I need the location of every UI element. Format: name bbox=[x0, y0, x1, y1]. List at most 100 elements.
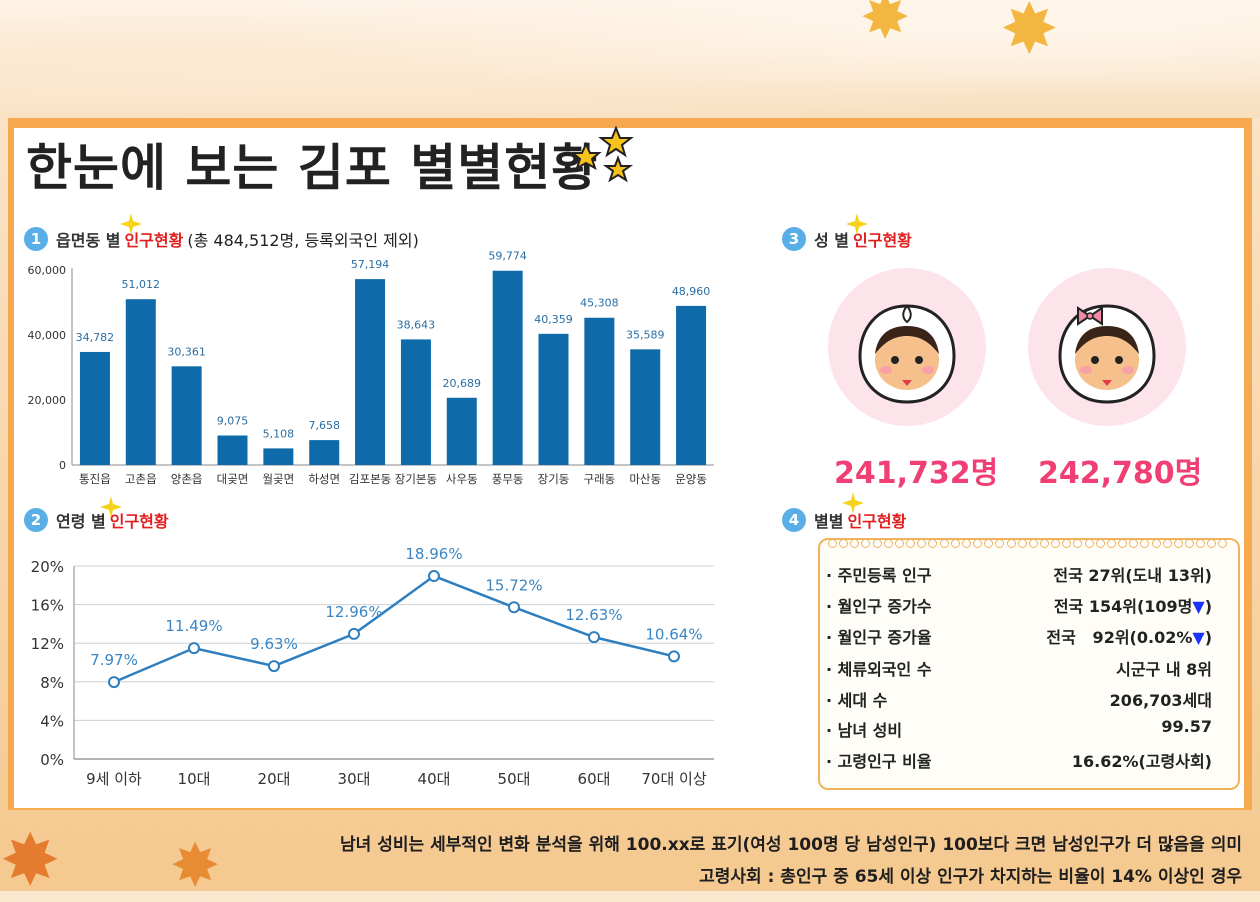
section-label: 별별 bbox=[814, 512, 844, 531]
x-tick-label: 풍무동 bbox=[492, 472, 524, 486]
y-tick-label: 8% bbox=[40, 674, 64, 692]
bar bbox=[630, 349, 661, 465]
bar-value-label: 40,359 bbox=[534, 313, 573, 326]
stat-value: 206,703세대 bbox=[1109, 691, 1212, 710]
y-tick-label: 60,000 bbox=[28, 264, 67, 277]
section-number: 2 bbox=[24, 508, 48, 532]
bar-value-label: 34,782 bbox=[76, 331, 115, 344]
ring-dot bbox=[828, 539, 837, 548]
bar bbox=[125, 299, 156, 465]
bar-value-label: 51,012 bbox=[122, 278, 161, 291]
bar bbox=[400, 339, 431, 465]
bar-value-label: 5,108 bbox=[263, 427, 295, 440]
ring-dot bbox=[1028, 539, 1038, 548]
ring-dot bbox=[839, 539, 849, 548]
ring-dot bbox=[1095, 539, 1105, 548]
male-character-icon bbox=[858, 304, 956, 404]
bar-value-label: 7,658 bbox=[308, 419, 340, 432]
stat-value: 전국 154위(109명▼) bbox=[1053, 597, 1212, 616]
bar-value-label: 20,689 bbox=[443, 377, 482, 390]
x-tick-label: 하성면 bbox=[308, 472, 340, 486]
stat-row: · 월인구 증가수 전국 154위(109명▼) bbox=[826, 593, 1212, 617]
section-highlight: 인구현황 bbox=[124, 231, 184, 250]
stat-value: 전국 92위(0.02%▼) bbox=[1046, 628, 1212, 647]
data-point bbox=[188, 642, 200, 655]
notebook-rings bbox=[828, 539, 1228, 549]
bar-value-label: 45,308 bbox=[580, 297, 619, 310]
bar bbox=[171, 366, 202, 465]
bar-value-label: 9,075 bbox=[217, 415, 249, 428]
ring-dot bbox=[894, 539, 904, 548]
stat-value: 16.62%(고령사회) bbox=[1071, 752, 1212, 771]
data-label: 10.64% bbox=[645, 625, 702, 643]
ring-dot bbox=[1218, 539, 1228, 548]
maple-leaf-icon: ✸ bbox=[1000, 0, 1059, 70]
section-3-header: 3 성 별 인구현황 bbox=[782, 227, 912, 251]
bar-value-label: 48,960 bbox=[672, 285, 711, 298]
stat-value: 전국 27위(도내 13위) bbox=[1053, 566, 1212, 585]
section-number: 1 bbox=[24, 227, 48, 251]
section-4-header: 4 별별 인구현황 bbox=[782, 508, 906, 532]
section-highlight: 인구현황 bbox=[847, 512, 907, 531]
ring-dot bbox=[1073, 539, 1083, 548]
ring-dot bbox=[883, 539, 893, 548]
x-tick-label: 40대 bbox=[418, 770, 451, 788]
section-highlight: 인구현황 bbox=[109, 512, 169, 531]
data-label: 18.96% bbox=[405, 545, 462, 563]
data-label: 12.96% bbox=[325, 603, 382, 621]
page-title: 한눈에 보는 김포 별별현황 bbox=[26, 139, 599, 197]
ring-dot bbox=[1118, 539, 1128, 548]
stat-value: 99.57 bbox=[1161, 717, 1212, 736]
series-line bbox=[113, 574, 675, 684]
x-tick-label: 60대 bbox=[578, 770, 611, 788]
data-point bbox=[668, 650, 680, 663]
ring-dot bbox=[1207, 539, 1217, 548]
ring-dot bbox=[939, 539, 949, 548]
maple-leaf-icon: ✸ bbox=[860, 0, 911, 53]
y-tick-label: 20,000 bbox=[28, 394, 67, 407]
stat-row: · 월인구 증가율 전국 92위(0.02%▼) bbox=[826, 624, 1212, 648]
stat-value: 시군구 내 8위 bbox=[1116, 660, 1212, 679]
stat-row: · 남녀 성비 99.57 bbox=[826, 717, 1212, 741]
data-point bbox=[108, 676, 120, 689]
bar-value-label: 35,589 bbox=[626, 328, 665, 341]
female-character-icon bbox=[1058, 304, 1156, 404]
x-tick-label: 김포본동 bbox=[349, 472, 391, 486]
down-triangle-icon: ▼ bbox=[1192, 628, 1205, 647]
ring-dot bbox=[1196, 539, 1206, 548]
section-label: 성 별 bbox=[814, 231, 850, 250]
sparkle-icon bbox=[120, 213, 142, 235]
x-tick-label: 장기동 bbox=[538, 472, 570, 486]
ring-dot bbox=[861, 539, 871, 548]
footnote-aged-society: 고령사회 : 총인구 중 65세 이상 인구가 차지하는 비율이 14% 이상인… bbox=[699, 867, 1242, 887]
data-point bbox=[268, 660, 280, 673]
stat-row: · 체류외국인 수 시군구 내 8위 bbox=[826, 656, 1212, 680]
x-tick-label: 월곶면 bbox=[262, 472, 294, 486]
sparkle-icon bbox=[100, 496, 122, 518]
data-label: 15.72% bbox=[485, 576, 542, 594]
section-label: 연령 별 bbox=[56, 512, 106, 531]
x-tick-label: 고촌읍 bbox=[125, 472, 157, 486]
y-tick-label: 20% bbox=[31, 558, 64, 576]
ring-dot bbox=[1084, 539, 1094, 548]
bar bbox=[355, 279, 386, 465]
x-tick-label: 9세 이하 bbox=[86, 770, 142, 788]
bar bbox=[217, 435, 248, 465]
bar-value-label: 30,361 bbox=[167, 345, 206, 358]
ring-dot bbox=[906, 539, 916, 548]
sparkle-icon bbox=[846, 213, 868, 235]
data-label: 7.97% bbox=[90, 651, 138, 669]
section-extra: (총 484,512명, 등록외국인 제외) bbox=[187, 231, 419, 250]
ring-dot bbox=[1140, 539, 1150, 548]
ring-dot bbox=[973, 539, 983, 548]
x-tick-label: 70대 이상 bbox=[641, 770, 706, 788]
maple-leaf-icon: ✸ bbox=[0, 818, 61, 902]
x-tick-label: 양촌읍 bbox=[171, 472, 203, 486]
ring-dot bbox=[1129, 539, 1139, 548]
data-point bbox=[508, 601, 520, 614]
stats-box bbox=[818, 538, 1240, 790]
population-bar-chart: 0 20,000 40,000 60,000 34,782 통진읍 51,012 고촌읍 30… bbox=[28, 250, 714, 486]
ring-dot bbox=[1185, 539, 1194, 548]
ring-dot bbox=[850, 539, 860, 548]
ring-dot bbox=[961, 539, 971, 548]
